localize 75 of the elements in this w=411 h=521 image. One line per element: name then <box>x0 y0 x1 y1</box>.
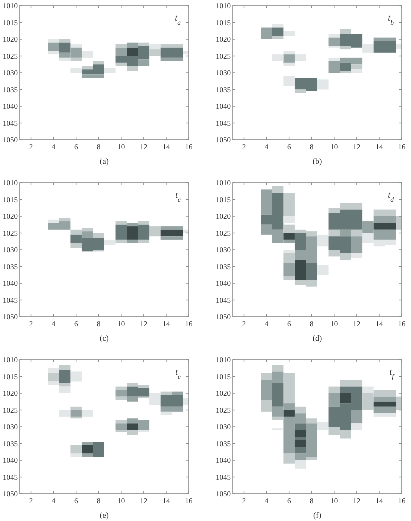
bar <box>284 31 295 36</box>
bar <box>116 240 128 244</box>
bar <box>127 396 138 402</box>
bar <box>138 224 150 240</box>
bar <box>306 418 318 424</box>
bar <box>328 58 340 62</box>
bar <box>272 24 284 28</box>
bar <box>284 263 295 277</box>
bar <box>284 62 295 66</box>
bar <box>294 233 306 250</box>
bar <box>284 250 295 254</box>
x-axis-title: (d) <box>312 334 322 343</box>
bar <box>351 236 363 254</box>
bar <box>127 424 138 430</box>
bar <box>150 226 161 237</box>
x-axis-title: (b) <box>312 157 322 166</box>
bar <box>70 243 82 248</box>
bar <box>294 54 306 62</box>
text: t$_{e}$ <box>175 367 181 380</box>
bar <box>59 42 71 53</box>
bar <box>351 64 363 70</box>
bar <box>272 416 284 420</box>
bar <box>340 46 352 50</box>
bar <box>127 48 138 56</box>
bar <box>261 373 272 380</box>
bar <box>48 220 60 224</box>
bar <box>284 373 295 404</box>
bar <box>351 70 363 73</box>
x-axis-title: (e) <box>100 511 110 520</box>
bar <box>272 54 284 62</box>
bar <box>318 80 329 90</box>
bar <box>116 222 128 225</box>
bar <box>272 28 284 36</box>
bar <box>138 60 150 66</box>
bar <box>272 365 284 372</box>
bar <box>138 222 150 225</box>
bar <box>328 34 340 38</box>
bar <box>294 447 306 454</box>
bar <box>116 224 128 240</box>
bar <box>284 454 295 464</box>
bar <box>59 370 71 384</box>
bar <box>82 232 94 238</box>
bar <box>127 223 138 227</box>
bar <box>272 186 284 194</box>
bar <box>284 410 295 417</box>
bar <box>340 394 352 404</box>
bar <box>82 445 94 454</box>
bar <box>127 240 138 244</box>
bar <box>294 406 306 414</box>
bar <box>59 218 71 222</box>
bar <box>294 260 306 280</box>
bar <box>284 193 295 216</box>
text: t$_{a}$ <box>175 13 182 26</box>
bar <box>284 233 295 240</box>
bar <box>328 386 340 394</box>
bar <box>340 230 352 237</box>
bar <box>59 410 71 417</box>
x-axis-title: (c) <box>100 334 110 343</box>
bar <box>284 276 295 280</box>
bar <box>328 394 340 407</box>
bar <box>272 36 284 40</box>
text: t$_{b}$ <box>388 13 395 26</box>
bar <box>284 253 295 264</box>
x-axis-title: (f) <box>314 511 322 520</box>
bar <box>362 44 374 53</box>
x-axis-title: (a) <box>100 157 110 166</box>
bar <box>104 240 116 245</box>
text: t$_{d}$ <box>388 190 395 204</box>
bar <box>93 233 104 238</box>
text: t$_{c}$ <box>175 190 181 204</box>
bar <box>127 226 138 240</box>
bar <box>294 460 306 469</box>
text: t$_{f}$ <box>390 367 396 380</box>
bar <box>138 240 150 244</box>
bar <box>70 410 82 417</box>
